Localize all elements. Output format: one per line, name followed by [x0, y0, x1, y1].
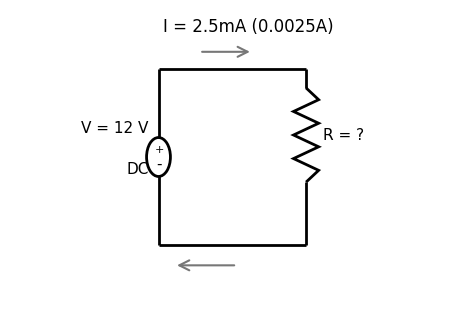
- Text: V = 12 V: V = 12 V: [81, 121, 148, 136]
- Text: R = ?: R = ?: [323, 127, 365, 143]
- Text: I = 2.5mA (0.0025A): I = 2.5mA (0.0025A): [163, 18, 333, 36]
- Text: +: +: [155, 145, 164, 155]
- Text: -: -: [156, 156, 162, 171]
- Text: DC: DC: [127, 162, 149, 177]
